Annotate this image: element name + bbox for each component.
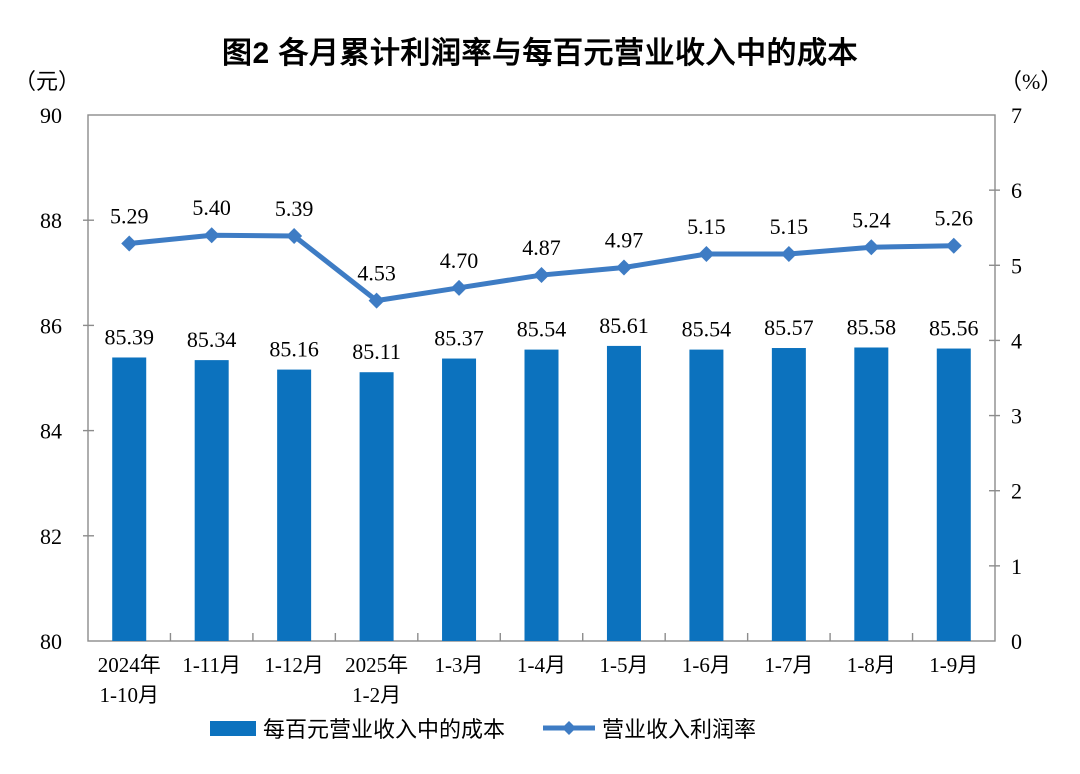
left-axis-tick-label: 90 [40, 103, 62, 128]
bar-value-label: 85.11 [352, 339, 401, 364]
x-axis-category-label: 2025年 1-2月 [345, 653, 408, 707]
bar-series-swatch-icon [210, 720, 256, 736]
bar [442, 358, 477, 641]
line-value-label: 4.53 [357, 261, 396, 286]
x-axis-category-label: 1-12月 [264, 653, 324, 677]
legend-line-marker-icon [562, 721, 577, 735]
right-axis-tick-label: 4 [1011, 328, 1022, 353]
x-axis-category-label: 1-6月 [682, 653, 731, 677]
bar-value-label: 85.39 [104, 324, 154, 349]
legend-label-bar-series: 每百元营业收入中的成本 [263, 717, 506, 742]
right-axis-tick-label: 5 [1011, 253, 1022, 278]
line-value-label: 5.26 [935, 206, 974, 231]
line-marker-icon [533, 267, 550, 284]
right-axis-tick-label: 6 [1011, 178, 1022, 203]
bar-value-label: 85.16 [269, 337, 319, 362]
bar [771, 348, 806, 641]
legend-item-line-series: 营业收入利润率 [543, 712, 756, 744]
bar [359, 372, 394, 641]
left-axis-tick-label: 82 [40, 524, 62, 549]
line-marker-icon [368, 292, 385, 309]
line-marker-icon [780, 246, 797, 263]
x-axis-category-label: 1-5月 [599, 653, 648, 677]
line-value-label: 5.15 [770, 214, 809, 239]
bar-value-label: 85.56 [929, 316, 979, 341]
line-marker-icon [615, 259, 632, 276]
x-axis-category-label: 1-7月 [764, 653, 813, 677]
bar [524, 349, 559, 641]
bar [194, 360, 229, 641]
bar-value-label: 85.58 [847, 314, 897, 339]
right-axis-tick-label: 3 [1011, 404, 1022, 429]
line-value-label: 5.15 [687, 214, 726, 239]
legend: 每百元营业收入中的成本 营业收入利润率 [210, 712, 756, 744]
line-value-label: 5.24 [852, 207, 891, 232]
chart-title: 图2 各月累计利润率与每百元营业收入中的成本 [221, 37, 859, 70]
line-value-label: 4.87 [522, 235, 561, 260]
bar-value-label: 85.61 [599, 313, 649, 338]
x-axis-category-label: 1-9月 [929, 653, 978, 677]
left-axis-unit: （元） [14, 69, 81, 94]
line-value-label: 5.29 [110, 203, 149, 228]
right-axis-tick-label: 2 [1011, 479, 1022, 504]
right-axis-tick-label: 1 [1011, 554, 1022, 579]
bar [277, 369, 312, 641]
bar [689, 349, 724, 641]
line-marker-icon [698, 246, 715, 263]
line-series-swatch-icon [543, 721, 596, 735]
left-axis-tick-label: 88 [40, 208, 62, 233]
line-marker-icon [203, 227, 220, 244]
bar-value-label: 85.37 [434, 326, 484, 351]
bar [936, 348, 971, 641]
x-axis-category-label: 1-11月 [182, 653, 241, 677]
x-axis-category-label: 1-8月 [847, 653, 896, 677]
bar [112, 357, 147, 641]
bar-value-label: 85.54 [682, 317, 732, 342]
line-marker-icon [863, 239, 880, 256]
right-axis-tick-label: 0 [1011, 629, 1022, 654]
right-axis-unit: （%） [1000, 69, 1063, 94]
left-axis-tick-label: 84 [40, 419, 62, 444]
x-axis-category-label: 1-4月 [517, 653, 566, 677]
line-marker-icon [945, 237, 962, 254]
legend-label-line-series: 营业收入利润率 [602, 717, 757, 742]
bar [854, 347, 889, 641]
left-axis-tick-label: 86 [40, 313, 62, 338]
left-axis-tick-label: 80 [40, 629, 62, 654]
line-marker-icon [286, 227, 303, 244]
line-value-label: 5.39 [275, 196, 314, 221]
line-marker-icon [121, 235, 138, 252]
bar-value-label: 85.34 [187, 327, 237, 352]
bar [606, 345, 641, 641]
line-value-label: 5.40 [192, 195, 231, 220]
bar-value-label: 85.57 [764, 315, 814, 340]
line-value-label: 4.70 [440, 248, 479, 273]
line-marker-icon [451, 279, 468, 296]
x-axis-category-label: 2024年 1-10月 [98, 653, 161, 707]
bar-value-label: 85.54 [517, 317, 567, 342]
line-value-label: 4.97 [605, 228, 644, 253]
legend-item-bar-series: 每百元营业收入中的成本 [210, 712, 505, 744]
x-axis-category-label: 1-3月 [435, 653, 484, 677]
right-axis-tick-label: 7 [1011, 103, 1022, 128]
